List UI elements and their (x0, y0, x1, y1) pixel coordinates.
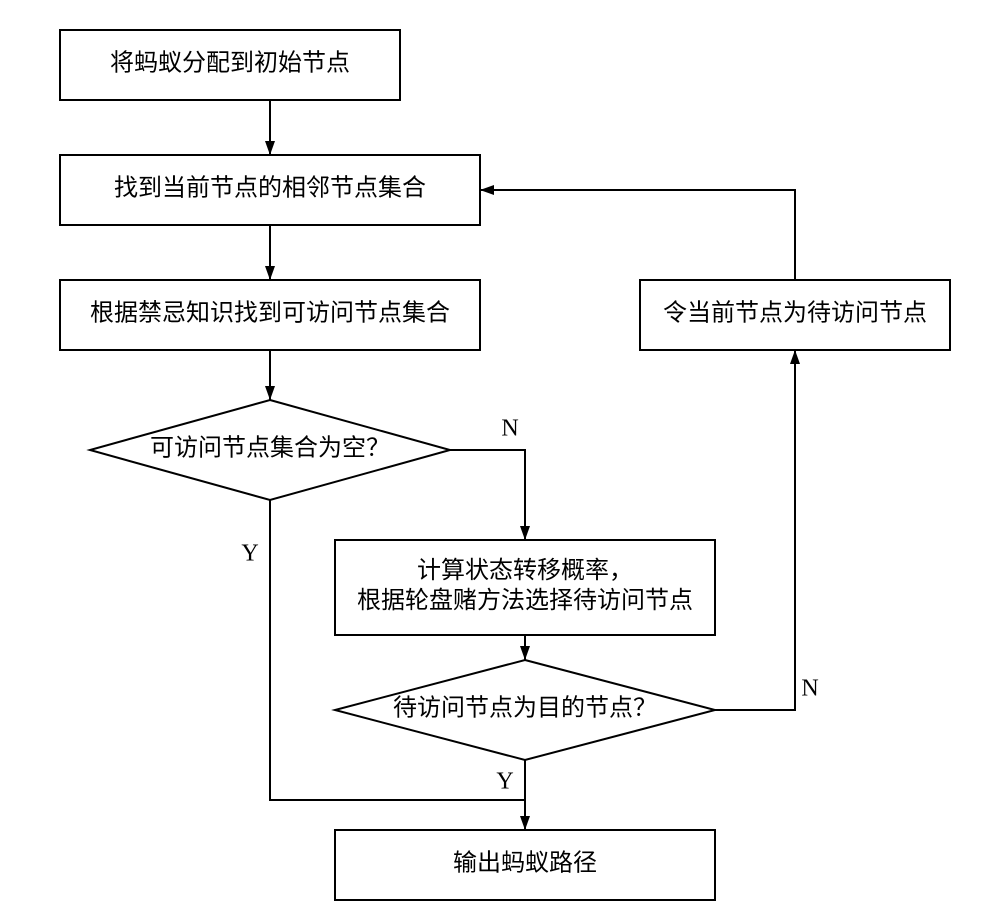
flowchart-edge (715, 350, 795, 710)
edge-label: Y (496, 769, 513, 795)
node-label: 令当前节点为待访问节点 (663, 300, 927, 327)
node-label: 可访问节点集合为空？ (150, 435, 390, 462)
flowchart-edge (450, 450, 525, 540)
edge-label: N (501, 416, 518, 442)
flowchart-edge (480, 190, 795, 280)
node-label: 待访问节点为目的节点？ (393, 695, 657, 722)
edge-label: N (801, 676, 818, 702)
node-label: 找到当前节点的相邻节点集合 (114, 175, 426, 202)
edge-label: Y (241, 541, 258, 567)
node-label: 根据轮盘赌方法选择待访问节点 (357, 587, 693, 614)
node-label: 将蚂蚁分配到初始节点 (110, 50, 350, 77)
node-label: 根据禁忌知识找到可访问节点集合 (90, 300, 450, 327)
node-label: 输出蚂蚁路径 (453, 850, 597, 877)
node-label: 计算状态转移概率， (417, 557, 633, 584)
flowchart-canvas: N Y N Y 将蚂蚁分配到初始节点找到当前节点的相邻节点集合根据禁忌知识找到可访问节点… (0, 0, 1000, 920)
